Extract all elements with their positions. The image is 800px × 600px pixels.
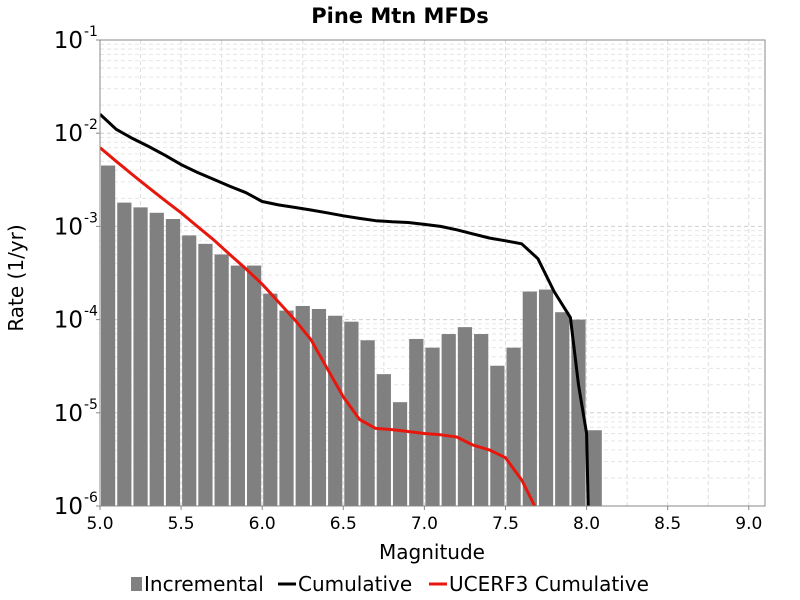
x-tick-label: 6.5 (330, 514, 357, 534)
incremental-bar (344, 321, 359, 506)
incremental-bar (311, 308, 327, 506)
y-tick-label: 10 (54, 28, 83, 54)
incremental-bar (490, 365, 505, 506)
x-tick-label: 8.5 (654, 514, 681, 534)
x-tick-label: 5.0 (86, 514, 113, 534)
incremental-bar (117, 202, 132, 507)
x-tick-label: 8.0 (573, 514, 600, 534)
cumulative-line (100, 113, 590, 506)
plot-frame (99, 39, 766, 507)
cumulative-lines (100, 113, 590, 506)
y-tick-label: 10 (54, 494, 83, 520)
y-tick-label: 10 (54, 401, 83, 427)
incremental-bar (328, 315, 343, 506)
incremental-bar (392, 402, 408, 506)
x-axis-ticks: 5.0 5.5 6.0 6.5 7.0 7.5 8.0 8.5 9.0 (86, 506, 762, 534)
chart-title: Pine Mtn MFDs (311, 4, 488, 28)
incremental-bar (230, 265, 245, 506)
y-axis-label: Rate (1/yr) (4, 224, 28, 331)
y-tick-exponent: -6 (84, 490, 98, 506)
y-tick-label: 10 (54, 121, 83, 147)
incremental-bar (149, 212, 164, 506)
incremental-bar (198, 243, 213, 506)
incremental-bar (538, 289, 554, 506)
legend-swatch-incremental (131, 577, 142, 591)
incremental-bar (246, 265, 262, 506)
x-tick-label: 9.0 (735, 514, 762, 534)
x-tick-label: 5.5 (168, 514, 195, 534)
legend-label-ucerf3-cumulative: UCERF3 Cumulative (449, 572, 649, 596)
x-tick-label: 7.5 (492, 514, 519, 534)
incremental-bar (214, 254, 229, 506)
incremental-bar (133, 207, 148, 506)
incremental-bar (182, 235, 197, 506)
incremental-bar (101, 165, 116, 506)
incremental-bar (457, 327, 473, 506)
incremental-bar (474, 334, 489, 506)
y-tick-exponent: -5 (84, 397, 98, 413)
incremental-bar (376, 374, 391, 506)
y-tick-label: 10 (54, 214, 83, 240)
legend: Incremental Cumulative UCERF3 Cumulative (131, 572, 649, 596)
ucerf3-cumulative-line (100, 146, 537, 506)
incremental-bar (587, 430, 602, 506)
legend-label-cumulative: Cumulative (298, 572, 412, 596)
x-tick-label: 7.0 (411, 514, 438, 534)
incremental-bars (101, 165, 602, 507)
incremental-bar (295, 305, 310, 506)
y-tick-exponent: -1 (84, 24, 98, 40)
x-tick-label: 6.0 (249, 514, 276, 534)
incremental-bar (165, 219, 181, 506)
incremental-bar (522, 291, 537, 506)
y-tick-exponent: -4 (84, 304, 98, 320)
incremental-bar (409, 338, 424, 506)
y-tick-label: 10 (54, 308, 83, 334)
y-axis-ticks: 10-610-510-410-310-210-1 (54, 24, 100, 520)
y-tick-exponent: -2 (84, 117, 98, 133)
incremental-bar (441, 334, 456, 506)
incremental-bar (279, 310, 294, 506)
incremental-bar (425, 347, 440, 506)
y-tick-exponent: -3 (84, 210, 98, 226)
incremental-bar (555, 312, 570, 506)
legend-label-incremental: Incremental (144, 572, 264, 596)
incremental-bar (263, 293, 278, 506)
x-axis-label: Magnitude (379, 540, 485, 564)
incremental-bar (506, 347, 521, 506)
